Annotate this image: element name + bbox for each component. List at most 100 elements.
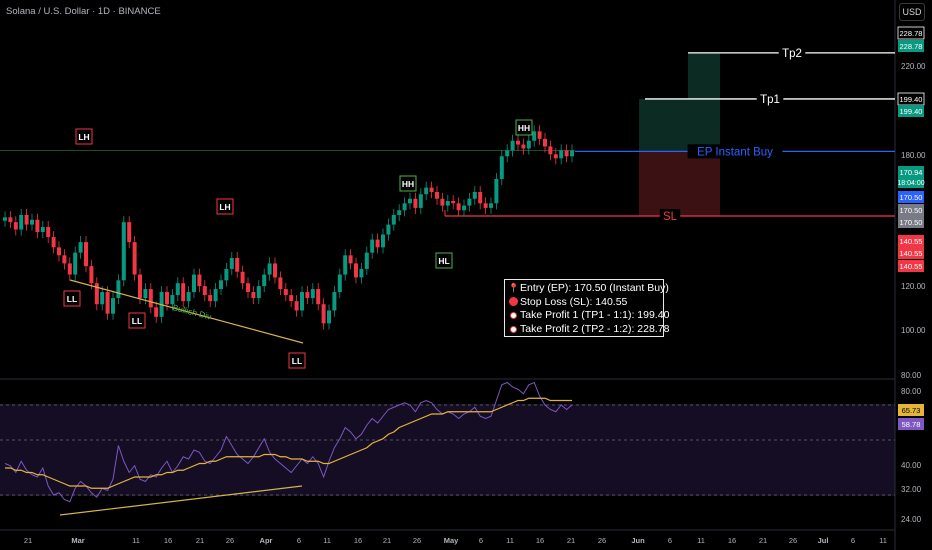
candle	[84, 242, 88, 267]
price-tag-text: 170.50	[900, 193, 923, 202]
price-tag-text: 199.40	[900, 107, 923, 116]
candle	[127, 222, 132, 243]
rsi-price-tag	[898, 418, 924, 430]
candle	[402, 203, 407, 211]
rsi-axis-label: 80.00	[901, 387, 922, 396]
candle	[310, 289, 315, 299]
price-tag-text: 140.55	[900, 249, 923, 258]
sl-zone	[639, 151, 688, 217]
candle	[316, 289, 321, 305]
sl-line-label-bg	[659, 209, 681, 224]
price-tag-time: 18:04:00	[897, 180, 924, 187]
candle	[273, 263, 277, 278]
time-axis-label: 11	[323, 536, 331, 545]
candle	[235, 257, 240, 272]
candle	[278, 277, 283, 290]
tp1-zone	[639, 98, 688, 152]
candle	[472, 192, 477, 199]
candle	[445, 201, 450, 206]
candle	[440, 198, 445, 206]
candle	[332, 292, 337, 311]
structure-label: HL	[438, 256, 449, 266]
time-axis-label: 6	[297, 536, 301, 545]
candle	[224, 268, 229, 281]
price-tag	[898, 105, 924, 117]
trade-info-box: 📍Entry (EP): 170.50 (Instant Buy) Stop L…	[504, 279, 669, 337]
structure-label-box	[515, 119, 533, 136]
candle	[175, 283, 180, 296]
candle	[294, 301, 299, 311]
time-axis-label: 26	[789, 536, 797, 545]
time-axis-label: May	[444, 536, 459, 545]
structure-label: LH	[219, 202, 230, 212]
rsi-price-tag-text: 65.73	[902, 406, 921, 415]
time-axis-label: 6	[479, 536, 483, 545]
candle	[408, 198, 412, 204]
info-stop: Stop Loss (SL): 140.55	[520, 295, 628, 308]
candle	[67, 263, 72, 275]
tp2-line-label-bg	[778, 45, 806, 60]
time-axis-label: 11	[697, 536, 705, 545]
structure-label-box	[288, 352, 306, 369]
sl-zone	[688, 151, 720, 217]
candle	[375, 239, 380, 248]
candle	[89, 266, 94, 284]
candle	[100, 292, 105, 305]
time-axis-label: Mar	[71, 536, 84, 545]
structure-label-box	[75, 128, 93, 145]
price-tag	[898, 260, 924, 272]
price-tag	[898, 235, 924, 247]
candle	[19, 214, 24, 230]
candle	[219, 280, 223, 290]
candle	[343, 255, 348, 275]
time-axis-label: 11	[879, 536, 887, 545]
candle	[289, 295, 294, 302]
candle	[364, 252, 369, 269]
price-axis-label: 220.00	[901, 62, 926, 71]
candle	[73, 252, 78, 275]
tp1-line-label-bg	[756, 91, 784, 106]
time-axis-label: Jul	[818, 536, 829, 545]
time-axis-label: 21	[759, 536, 767, 545]
candle	[30, 219, 34, 225]
candle	[170, 295, 175, 305]
candle	[8, 217, 13, 223]
tp1-line-label: Tp1	[760, 94, 780, 106]
candle	[262, 274, 267, 287]
time-axis-label: Apr	[260, 536, 273, 545]
info-entry-row: 📍Entry (EP): 170.50 (Instant Buy)	[508, 282, 669, 296]
candle	[246, 283, 250, 293]
rsi-axis-label: 32.00	[901, 485, 922, 494]
candle	[543, 138, 547, 147]
price-axis-label: 80.00	[901, 371, 922, 380]
candle	[40, 227, 45, 233]
currency-button[interactable]: USD	[899, 3, 925, 21]
candle	[359, 268, 364, 278]
time-axis-label: 21	[383, 536, 391, 545]
pin-icon: 📍	[508, 283, 520, 293]
structure-label: LL	[292, 356, 302, 366]
candle	[240, 271, 245, 284]
candle	[35, 219, 40, 233]
structure-label-box	[435, 252, 453, 269]
entry-line-label-bg	[687, 144, 783, 159]
candle	[564, 150, 569, 157]
bullish-div-label: Bullish Div	[172, 302, 214, 321]
candle	[526, 140, 531, 149]
structure-label: LH	[78, 132, 89, 142]
candle	[537, 131, 542, 139]
price-tag-text: 199.40	[900, 95, 923, 104]
candle	[181, 283, 186, 302]
candle	[116, 280, 121, 299]
price-tag-text: 140.55	[900, 262, 923, 271]
price-tag	[898, 191, 924, 203]
time-axis-label: Jun	[631, 536, 645, 545]
candle	[559, 150, 564, 159]
price-tag-text: 228.78	[900, 29, 923, 38]
candle	[391, 214, 396, 225]
candle	[208, 295, 213, 302]
rsi-axis-label: 24.00	[901, 515, 922, 524]
candle	[305, 292, 310, 299]
candle	[132, 242, 137, 275]
